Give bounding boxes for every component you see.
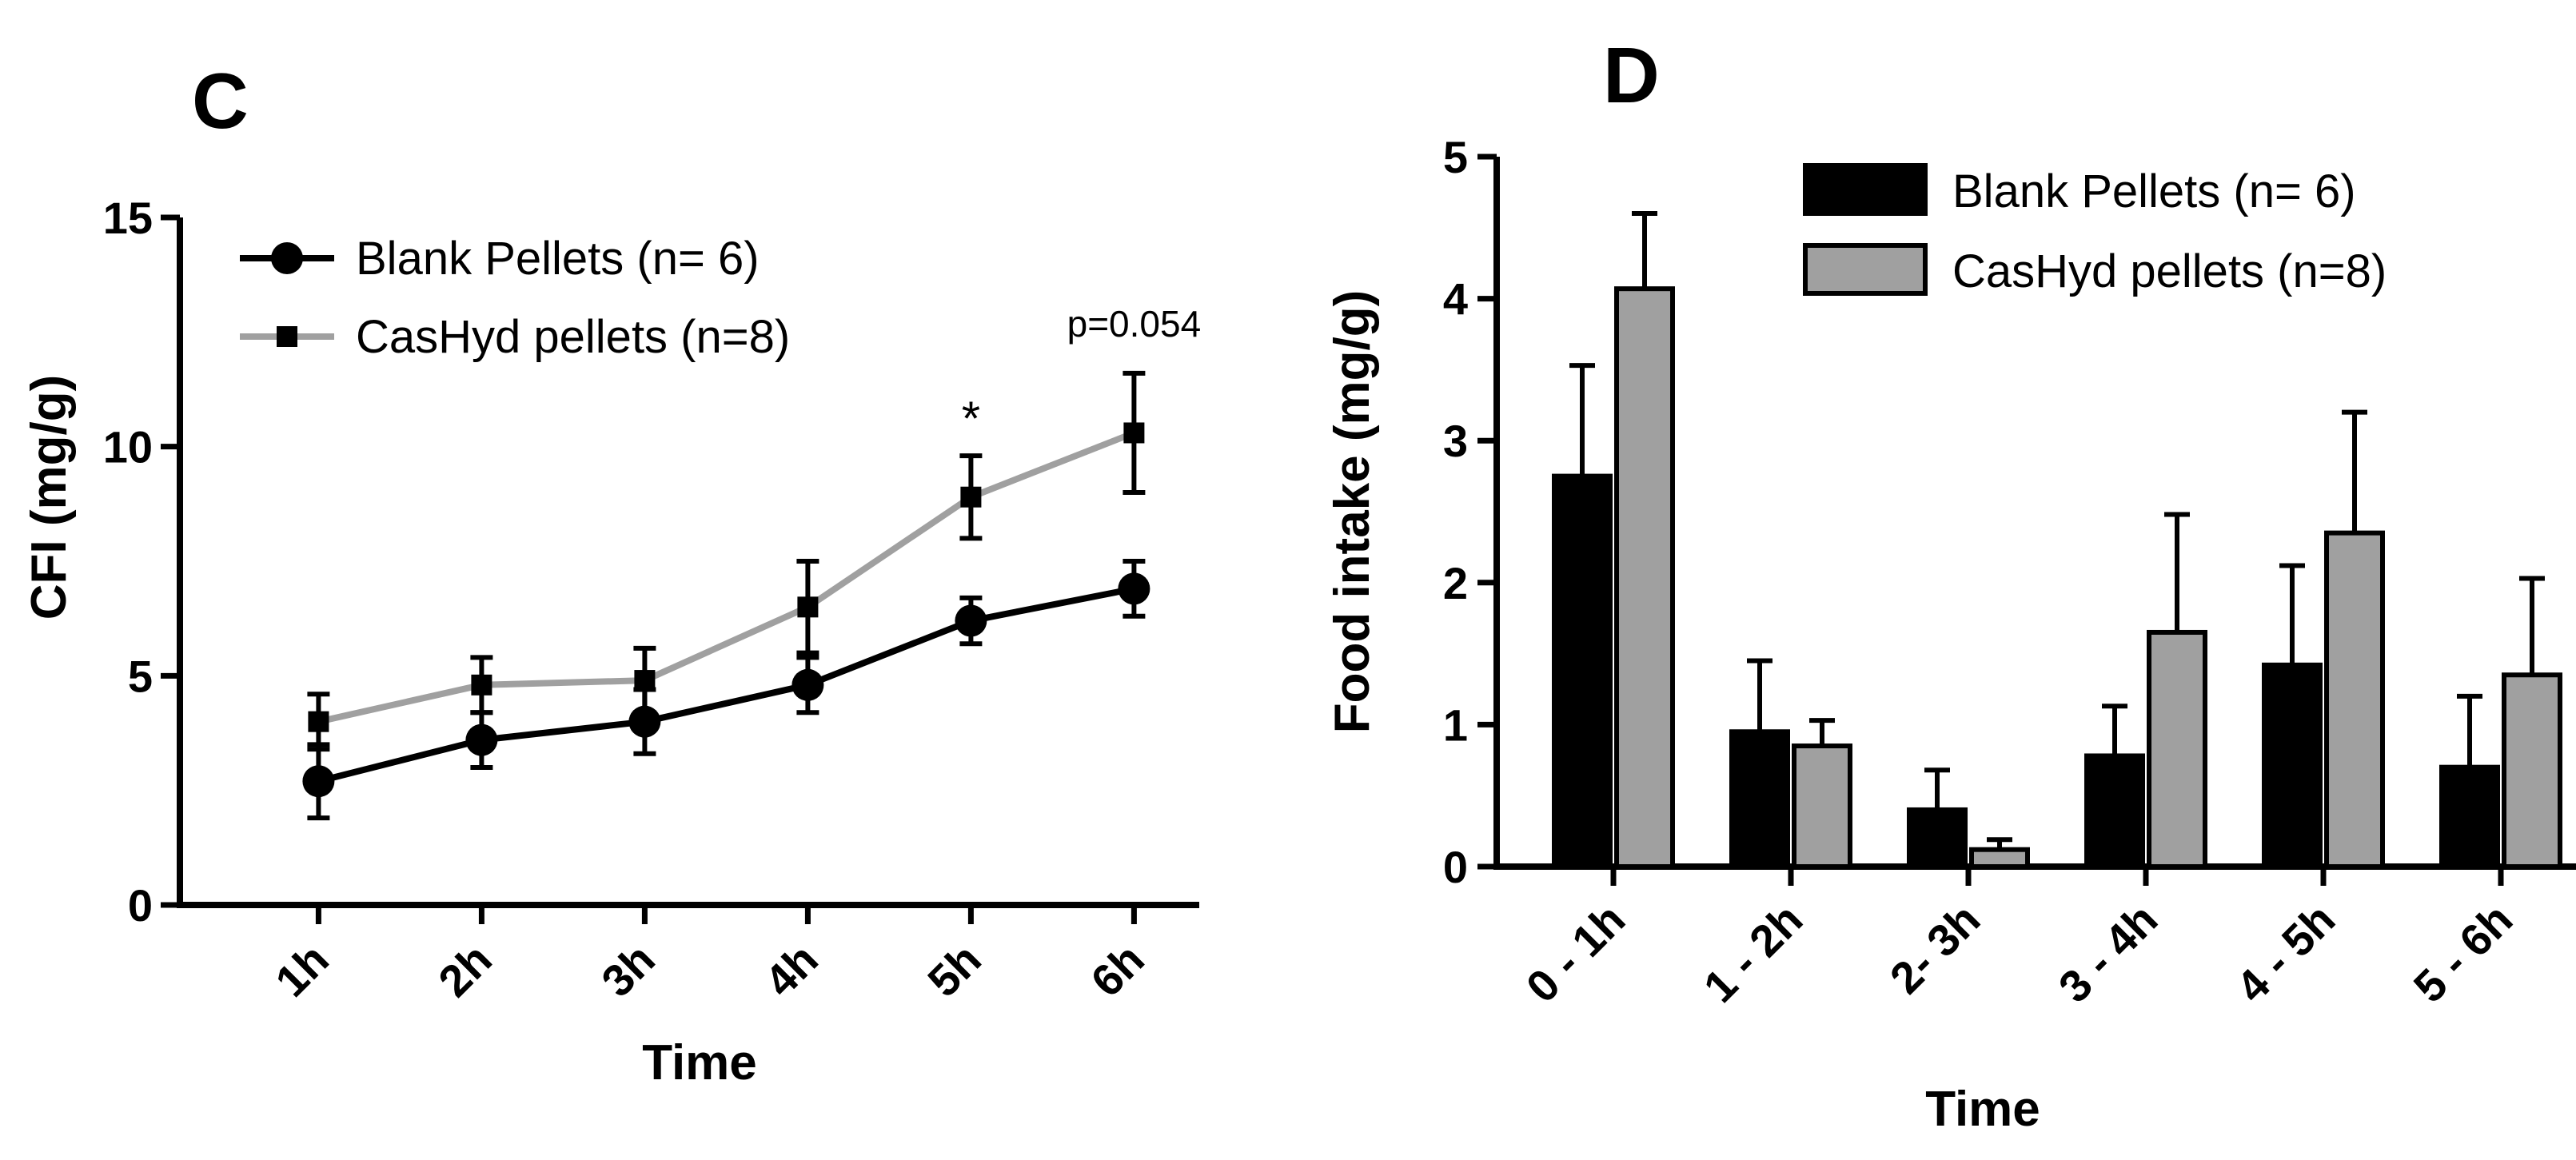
panel-c-legend-label: Blank Pellets (n= 6) [356,233,760,285]
panel-c-point-blank [792,668,824,701]
panel-c-point-cashyd [960,486,982,508]
panel-d-bar-blank [2262,662,2323,869]
panel-d-bar-cashyd [2147,629,2207,870]
panel-d-x-tick-label: 2- 3h [1880,894,1990,1003]
panel-c-legend-marker [277,326,297,347]
panel-c-x-tick-label: 2h [429,934,501,1007]
panel-d-bar-cashyd [1614,286,1675,869]
panel-c-point-cashyd [797,596,819,618]
panel-c-series-line-1 [317,429,1135,725]
panel-c-x-tick-label: 4h [755,934,827,1007]
panel-c-point-blank [302,765,335,798]
panel-d-letter: D [1603,31,1660,119]
panel-d-bar-cashyd [2324,530,2385,869]
panel-d-bar-blank [1552,473,1613,869]
panel-d-x-axis-title: Time [1925,1082,2040,1137]
panel-c-legend-label: CasHyd pellets (n=8) [356,311,790,363]
panel-c-x-tick-label: 5h [918,934,991,1007]
panel-c-line-chart: C CFI (mg/g) Time 0 5 10 15 1h 2h 3h 4h 5h 6h * p=… [22,57,1201,1090]
panel-d-x-tick-label: 1 - 2h [1694,894,1812,1012]
panel-d-legend-swatch [1803,163,1928,216]
panel-d-y-tick-label: 5 [1443,132,1468,182]
panel-c-point-blank [955,604,987,637]
panel-c-annotation: p=0.054 [1067,303,1202,345]
panel-d-legend-label: Blank Pellets (n= 6) [1952,165,2356,217]
panel-d-legend-label: CasHyd pellets (n=8) [1952,245,2387,297]
panel-c-y-tick-label: 5 [128,651,153,701]
panel-d-y-tick-label: 3 [1443,416,1468,466]
panel-d-bar-cashyd [2502,672,2562,869]
panel-c-y-axis-title: CFI (mg/g) [22,375,77,620]
panel-d-x-tick-label: 3 - 4h [2049,894,2167,1012]
panel-d-y-tick-label: 2 [1443,558,1468,608]
panel-d-x-tick-label: 5 - 6h [2404,894,2522,1012]
panel-c-y-tick-label: 10 [103,422,153,472]
panel-d-x-tick-label: 0 - 1h [1517,894,1635,1012]
panel-c-point-cashyd [471,674,492,696]
panel-d-y-tick-label: 1 [1443,700,1468,750]
panel-c-point-blank [465,724,498,756]
panel-c-y-tick-label: 15 [103,193,153,243]
panel-c-x-tick-label: 6h [1081,934,1154,1007]
panel-c-x-tick-label: 3h [592,934,664,1007]
panel-d-bar-blank [2084,753,2145,869]
panel-c-legend-marker [271,242,303,274]
panel-d-bar-blank [1729,729,1790,870]
panel-d-y-tick-label: 0 [1443,842,1468,892]
panel-d-x-tick-label: 4 - 5h [2227,894,2345,1012]
panel-c-point-blank [1118,572,1150,605]
panel-c-point-blank [628,705,661,738]
panel-c-annotation: * [962,392,980,445]
panel-c-x-tick-label: 1h [265,934,338,1007]
panel-c-letter: C [192,57,249,145]
panel-d-bar-cashyd [1792,743,1852,869]
panel-d-bar-blank [2439,764,2500,869]
panel-d-y-tick-label: 4 [1443,274,1468,325]
panel-c-series-line-0 [317,585,1135,785]
panel-d-bar-cashyd [1969,847,2030,869]
panel-d-y-axis-title: Food intake (mg/g) [1325,290,1380,734]
panel-c-point-cashyd [308,711,329,732]
panel-d-bar-blank [1907,807,1968,870]
panel-d-legend-swatch [1803,243,1928,296]
panel-c-point-cashyd [1123,422,1145,444]
panel-c-y-tick-label: 0 [128,880,153,931]
panel-c-x-axis-title: Time [642,1035,757,1090]
panel-d-bar-chart: D Food intake (mg/g) Time 0 1 2 3 4 5 0 - 1h 1 … [1325,31,2576,1137]
